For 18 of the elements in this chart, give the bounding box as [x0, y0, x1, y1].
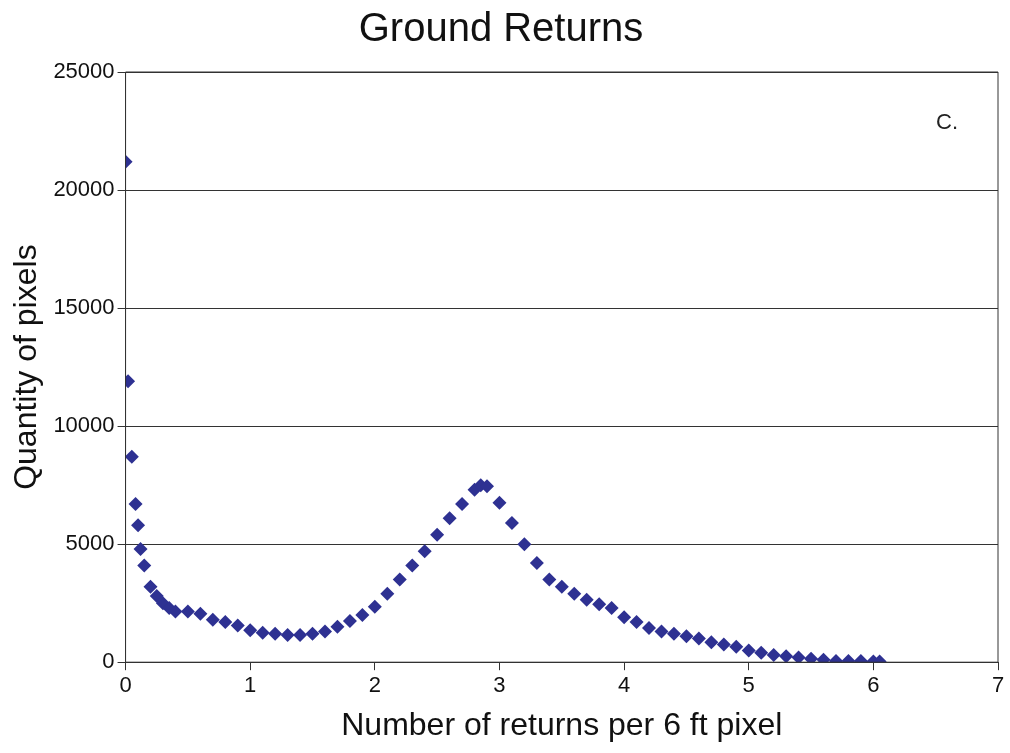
- x-tick-label: 6: [867, 672, 880, 698]
- chart-title: Ground Returns: [358, 5, 644, 50]
- x-tick-label: 5: [742, 672, 755, 698]
- y-tick-label: 10000: [53, 412, 115, 438]
- y-tick-label: 5000: [65, 530, 115, 556]
- y-tick-label: 15000: [53, 294, 115, 320]
- x-tick-label: 2: [368, 672, 381, 698]
- x-tick-label: 7: [991, 672, 1005, 698]
- y-tick-label: 20000: [53, 176, 115, 202]
- y-tick-label: 0: [102, 648, 115, 674]
- x-tick-label: 0: [119, 672, 132, 698]
- x-tick-label: 4: [617, 672, 631, 698]
- y-axis-title: Quantity of pixels: [7, 244, 44, 490]
- annotation: C.: [936, 109, 958, 135]
- x-tick-label: 1: [244, 672, 257, 698]
- y-tick-label: 25000: [53, 58, 115, 84]
- x-tick-label: 3: [493, 672, 506, 698]
- x-axis-title: Number of returns per 6 ft pixel: [341, 705, 783, 742]
